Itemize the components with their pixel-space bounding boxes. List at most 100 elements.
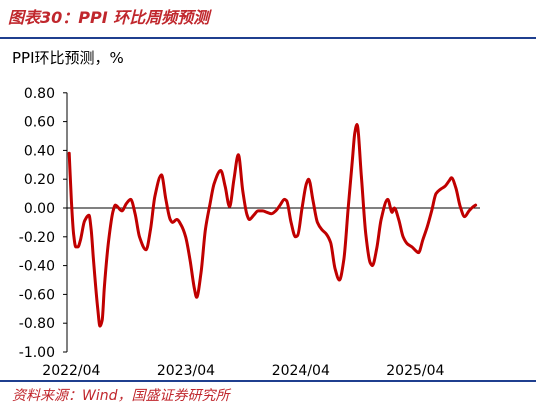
data-point [133,212,137,215]
data-point [472,205,475,208]
data-point [285,199,288,202]
data-point [417,251,420,254]
data-point [208,203,211,207]
data-point [300,206,304,210]
data-point [188,258,192,262]
data-point [278,203,282,207]
x-tick-label: 2024/04 [272,363,330,379]
data-point [232,178,236,181]
y-tick-label: 0.20 [24,172,55,188]
data-point [338,278,341,282]
title-divider [0,37,536,39]
data-point [96,307,99,310]
data-point [164,198,168,201]
y-tick-label: -1.00 [19,345,55,361]
data-point [467,209,471,213]
data-point [443,185,447,188]
data-point [270,212,273,215]
y-tick-label: -0.60 [19,287,55,303]
data-point [144,248,148,251]
data-point [125,202,128,205]
data-point [294,235,297,238]
y-tick-label: 0.00 [24,201,55,217]
data-point [87,214,91,217]
data-point [274,209,277,213]
data-point [393,206,396,210]
data-point [245,214,249,217]
data-point [120,209,124,213]
x-tick-label: 2025/04 [386,363,444,379]
x-tick-label: 2022/04 [42,363,100,379]
data-point [103,286,106,289]
data-point [311,199,315,202]
data-point [463,215,466,218]
data-point [100,319,104,322]
data-point [248,218,251,221]
data-point [149,228,152,231]
data-point [72,232,75,236]
data-point [212,182,216,185]
data-point [184,235,187,238]
data-point [450,176,453,179]
data-point [195,296,198,299]
data-point [78,239,82,243]
data-point [368,261,372,264]
y-tick-label: 0.80 [24,86,55,102]
data-point [454,186,458,190]
data-point [111,209,115,213]
data-point [171,221,174,224]
data-point [307,178,310,181]
y-tick-label: -0.80 [19,316,55,332]
figure-title: 图表30：PPI 环比周频预测 [8,8,210,27]
data-point [129,198,132,201]
source-note: 资料来源：Wind，国盛证券研究所 [12,388,230,404]
data-point [283,198,286,201]
data-point [107,238,110,241]
data-point [329,241,332,244]
data-point [410,245,414,249]
data-point [153,195,157,198]
data-point [76,245,80,249]
data-point [265,211,269,214]
data-point [325,232,328,236]
data-point [406,242,409,246]
data-point [426,225,429,228]
data-point [180,224,183,227]
y-tick-label: -0.20 [19,230,55,246]
data-point [316,221,319,224]
data-point [390,211,394,214]
data-point [401,235,405,238]
data-point [114,203,117,207]
data-point [169,218,172,221]
x-tick-label: 2023/04 [157,363,215,379]
ppi-mom-forecast-line [67,122,478,328]
data-point [342,258,345,262]
data-point [256,209,260,213]
data-point [199,271,203,274]
data-point [193,287,196,290]
data-point [379,218,383,221]
data-point [74,245,77,249]
data-point [459,205,462,208]
data-point [415,250,418,253]
data-point [89,228,93,231]
data-point [351,156,354,159]
data-point [355,123,359,126]
data-point [68,152,71,155]
data-point [241,189,244,192]
data-point [430,209,433,213]
data-point [305,182,308,185]
data-point [289,221,293,224]
data-point [219,169,222,172]
data-point [353,131,356,135]
data-point [320,228,324,231]
data-point [386,198,389,201]
data-point [371,264,374,267]
y-axis-label: PPI环比预测，% [12,49,124,67]
data-point [228,205,231,208]
data-point [296,234,299,237]
data-point [83,219,86,223]
data-point [448,179,451,182]
source-divider [0,380,536,382]
